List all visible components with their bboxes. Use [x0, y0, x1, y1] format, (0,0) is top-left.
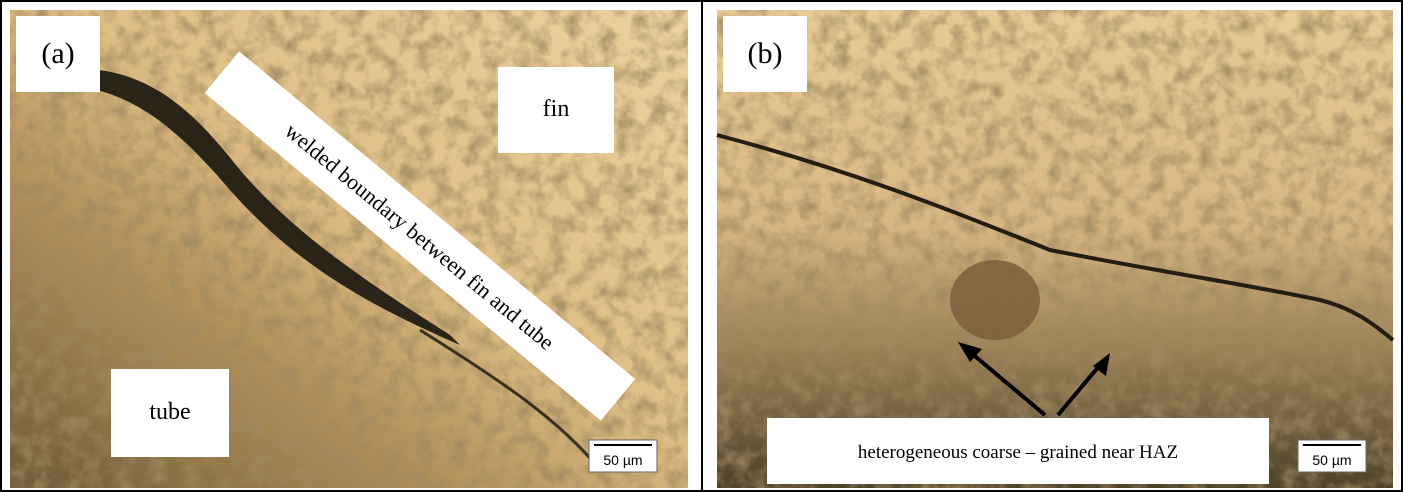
- panel-label: (b): [748, 37, 783, 70]
- panel-b: (b) heterogeneous coarse – grained near …: [717, 10, 1393, 488]
- annotation: tube: [149, 399, 190, 425]
- panel-a: (a) welded boundary between fin and tube…: [10, 10, 688, 488]
- annotation: heterogeneous coarse – grained near HAZ: [858, 442, 1178, 463]
- scale-bar-label: 50 µm: [603, 452, 642, 468]
- annotation: fin: [543, 96, 570, 122]
- scale-bar-label: 50 µm: [1312, 452, 1351, 468]
- panel-label: (a): [41, 37, 74, 70]
- grain: [950, 260, 1040, 340]
- figure: (a) welded boundary between fin and tube…: [0, 0, 1403, 492]
